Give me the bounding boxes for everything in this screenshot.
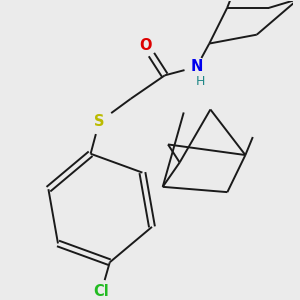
Text: O: O xyxy=(140,38,152,53)
Text: H: H xyxy=(196,75,206,88)
Text: S: S xyxy=(94,115,104,130)
Text: Cl: Cl xyxy=(93,284,109,299)
Text: N: N xyxy=(190,59,203,74)
